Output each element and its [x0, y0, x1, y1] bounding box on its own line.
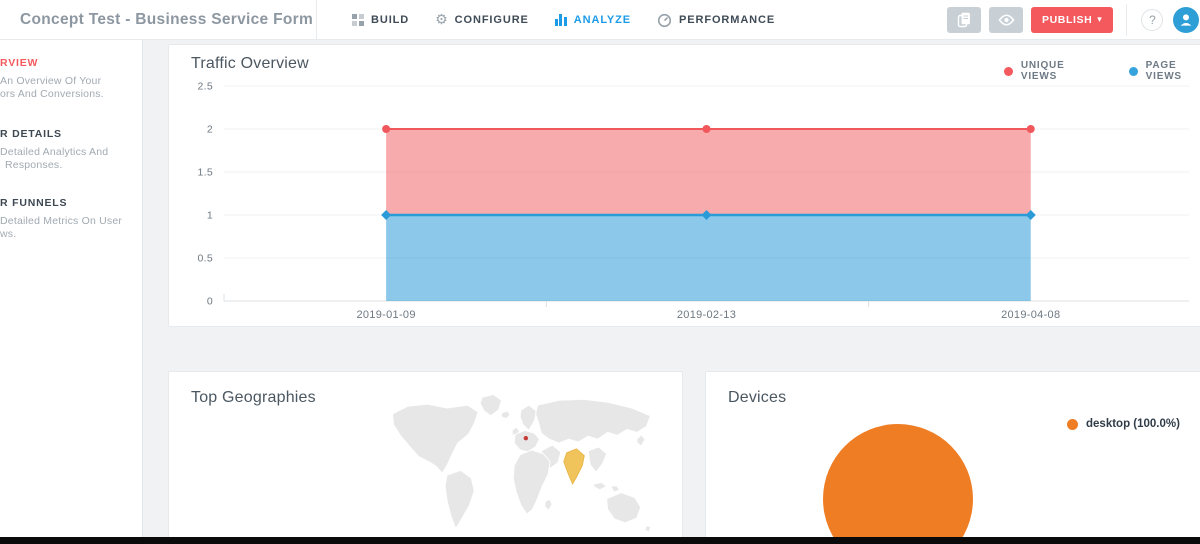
map-scandinavia — [519, 404, 538, 431]
svg-text:0.5: 0.5 — [198, 253, 214, 265]
analytics-sidebar: RVIEW An Overview Of Your ors And Conver… — [0, 40, 143, 544]
sidebar-item-details-label: R DETAILS — [0, 128, 62, 140]
map-australia — [606, 492, 642, 524]
title-divider — [316, 0, 317, 40]
devices-card: Devices desktop (100.0%) — [705, 371, 1200, 544]
svg-text:2019-02-13: 2019-02-13 — [677, 309, 736, 321]
sidebar-item-overview[interactable]: RVIEW An Overview Of Your ors And Conver… — [0, 57, 143, 100]
devices-legend-item[interactable]: desktop (100.0%) — [1067, 418, 1180, 430]
devices-legend-label: desktop (100.0%) — [1086, 418, 1180, 430]
top-geographies-card: Top Geographies — [168, 371, 683, 544]
actions-divider — [1126, 4, 1128, 36]
map-iceland — [501, 410, 511, 420]
help-button[interactable]: ? — [1141, 9, 1164, 31]
chevron-down-icon: ▾ — [1097, 14, 1103, 25]
legend-label: UNIQUE VIEWS — [1020, 60, 1065, 82]
tab-performance[interactable]: PERFORMANCE — [657, 0, 775, 40]
map-indonesia-east — [610, 485, 621, 493]
sidebar-item-funnels-desc: Detailed Metrics On User ws. — [0, 215, 123, 240]
map-highlight-india — [563, 448, 585, 486]
tab-performance-label: PERFORMANCE — [679, 14, 776, 26]
map-greenland — [479, 393, 502, 417]
duplicate-button[interactable] — [947, 7, 981, 33]
sidebar-item-overview-label: RVIEW — [0, 57, 39, 69]
tab-configure-label: CONFIGURE — [454, 14, 529, 26]
top-navigation-bar: Concept Test - Business Service Form BUI… — [0, 0, 1200, 40]
sidebar-item-details[interactable]: R DETAILS Detailed Analytics And Respons… — [0, 128, 143, 171]
svg-text:1: 1 — [207, 210, 213, 222]
map-new-zealand — [644, 525, 652, 533]
traffic-legend-item-page-views[interactable]: PAGE VIEWS — [1128, 60, 1200, 82]
sidebar-item-overview-desc: An Overview Of Your ors And Conversions. — [0, 75, 104, 100]
sidebar-item-details-desc: Detailed Analytics And Responses. — [0, 146, 109, 171]
map-africa — [512, 449, 551, 515]
bar-chart-icon — [554, 14, 567, 26]
map-south-america — [444, 469, 475, 530]
sidebar-item-funnels-label: R FUNNELS — [0, 197, 68, 209]
publish-button[interactable]: PUBLISH ▾ — [1031, 7, 1114, 33]
traffic-overview-title: Traffic Overview — [191, 55, 309, 72]
legend-dot — [1128, 66, 1138, 76]
tab-analyze-label: ANALYZE — [573, 14, 632, 26]
svg-text:2: 2 — [207, 124, 213, 136]
gear-icon: ⚙ — [435, 12, 448, 28]
devices-title: Devices — [728, 389, 787, 406]
svg-text:2.5: 2.5 — [198, 81, 214, 93]
main-tabs: BUILD ⚙ CONFIGURE ANALYZE PERFORMANCE — [352, 0, 775, 40]
svg-text:0: 0 — [207, 296, 213, 308]
legend-dot — [1004, 66, 1013, 76]
tab-analyze[interactable]: ANALYZE — [554, 0, 632, 40]
svg-text:2019-04-08: 2019-04-08 — [1001, 309, 1060, 321]
traffic-overview-card: 0 0.5 1 1.5 2 2.5 2019-01-09 2019-02-13 2019-04-… — [168, 44, 1200, 327]
map-asia — [535, 398, 651, 444]
eye-icon — [998, 14, 1014, 26]
tab-build-label: BUILD — [371, 14, 410, 26]
help-label: ? — [1149, 13, 1156, 27]
sidebar-item-funnels[interactable]: R FUNNELS Detailed Metrics On User ws. — [0, 197, 143, 240]
form-title: Concept Test - Business Service Form — [20, 11, 314, 28]
top-geographies-title: Top Geographies — [191, 389, 316, 406]
world-map — [392, 393, 652, 533]
window-bottom-edge — [0, 537, 1200, 544]
map-north-america — [392, 403, 479, 474]
preview-button[interactable] — [989, 7, 1023, 33]
svg-text:1.5: 1.5 — [198, 167, 214, 179]
map-japan — [636, 434, 646, 447]
map-marker-europe — [523, 436, 529, 441]
map-indonesia — [593, 482, 608, 491]
tab-build[interactable]: BUILD — [352, 0, 409, 40]
traffic-area-chart: 0 0.5 1 1.5 2 2.5 2019-01-09 2019-02-13 2019-04-… — [198, 81, 1189, 321]
gauge-icon — [657, 13, 672, 27]
publish-label: PUBLISH — [1042, 14, 1093, 26]
traffic-legend: UNIQUE VIEWS PAGE VIEWS — [1004, 60, 1200, 82]
avatar[interactable] — [1173, 7, 1200, 33]
topbar-actions: PUBLISH ▾ ? ROSEP — [947, 0, 1200, 40]
devices-pie-chart — [823, 424, 973, 544]
user-icon — [1181, 14, 1192, 26]
map-se-asia — [587, 446, 608, 473]
map-europe — [513, 429, 540, 453]
tab-configure[interactable]: ⚙ CONFIGURE — [435, 0, 529, 40]
traffic-legend-item-unique-views[interactable]: UNIQUE VIEWS — [1004, 60, 1103, 82]
svg-text:2019-01-09: 2019-01-09 — [356, 309, 415, 321]
devices-legend-dot — [1067, 418, 1078, 430]
copy-document-icon — [957, 12, 970, 28]
map-madagascar — [544, 498, 553, 511]
legend-label: PAGE VIEWS — [1145, 60, 1182, 82]
build-grid-icon — [352, 14, 364, 26]
